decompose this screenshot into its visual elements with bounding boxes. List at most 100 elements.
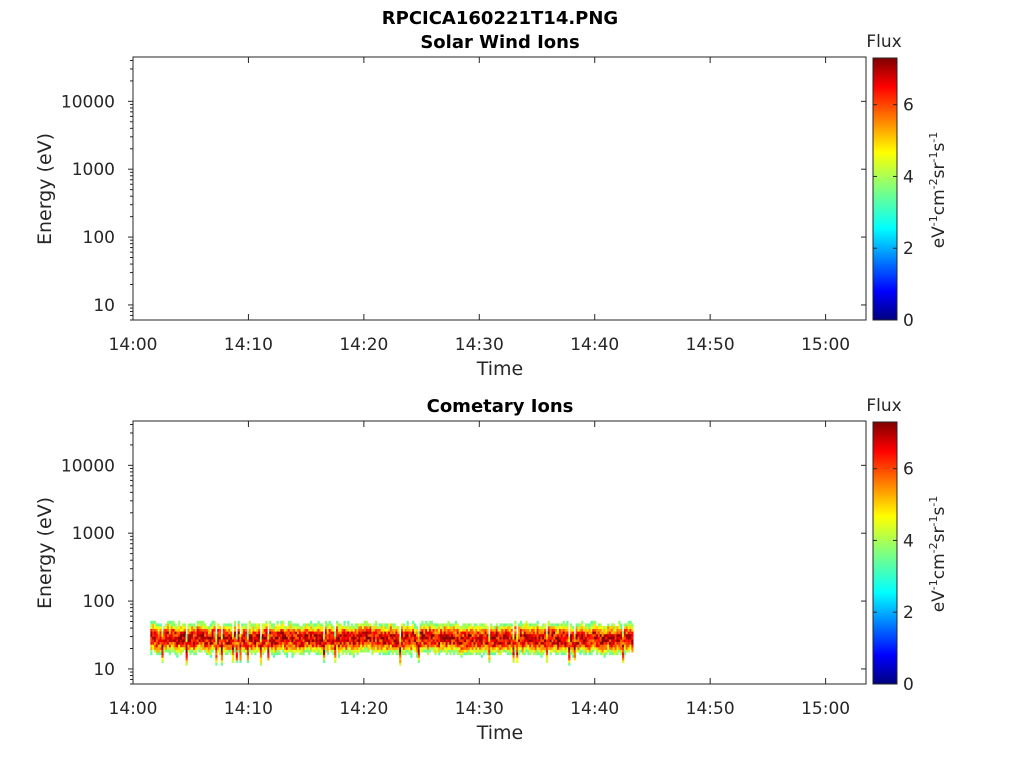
heatmap-cell bbox=[425, 623, 428, 627]
heatmap-cell bbox=[623, 641, 627, 645]
heatmap-cell bbox=[311, 631, 315, 635]
heatmap-cell bbox=[486, 626, 489, 629]
heatmap-cell bbox=[542, 639, 545, 643]
heatmap-cell bbox=[573, 646, 576, 650]
heatmap-cell bbox=[525, 649, 528, 653]
heatmap-cell bbox=[308, 626, 311, 629]
heatmap-cell bbox=[298, 652, 302, 656]
heatmap-cell bbox=[490, 631, 493, 635]
heatmap-cell bbox=[187, 636, 190, 640]
heatmap-cell bbox=[222, 636, 225, 640]
heatmap-cell bbox=[243, 631, 246, 635]
heatmap-cell bbox=[523, 646, 526, 650]
heatmap-cell bbox=[311, 623, 315, 627]
heatmap-cell bbox=[360, 649, 363, 653]
heatmap-cell bbox=[254, 623, 257, 627]
heatmap-cell bbox=[181, 628, 185, 632]
heatmap-cell bbox=[269, 626, 272, 629]
heatmap-cell bbox=[514, 641, 517, 645]
heatmap-cell bbox=[512, 660, 515, 664]
heatmap-cell bbox=[323, 636, 326, 640]
heatmap-cell bbox=[204, 626, 207, 629]
heatmap-cell bbox=[297, 639, 300, 643]
heatmap-cell bbox=[352, 626, 355, 629]
heatmap-cell bbox=[536, 626, 539, 629]
heatmap-cell bbox=[269, 636, 272, 640]
heatmap-cell bbox=[358, 639, 361, 643]
heatmap-cell bbox=[321, 639, 324, 643]
heatmap-cell bbox=[599, 623, 602, 627]
heatmap-cell bbox=[406, 639, 409, 643]
heatmap-cell bbox=[436, 623, 439, 627]
heatmap-cell bbox=[152, 636, 155, 640]
heatmap-cell bbox=[200, 626, 203, 629]
heatmap-cell bbox=[189, 649, 192, 653]
heatmap-cell bbox=[616, 646, 619, 650]
heatmap-cell bbox=[516, 639, 519, 643]
heatmap-cell bbox=[503, 626, 506, 629]
heatmap-cell bbox=[493, 639, 497, 643]
heatmap-cell bbox=[555, 636, 558, 640]
heatmap-cell bbox=[224, 646, 227, 650]
colorbar-tick-label: 6 bbox=[903, 460, 914, 480]
heatmap-cell bbox=[538, 649, 541, 653]
heatmap-cell bbox=[436, 636, 439, 640]
heatmap-cell bbox=[469, 623, 472, 627]
heatmap-cell bbox=[319, 639, 322, 643]
heatmap-cell bbox=[317, 641, 320, 645]
heatmap-cell bbox=[220, 633, 224, 637]
heatmap-cell bbox=[414, 623, 417, 627]
heatmap-cell bbox=[191, 641, 194, 645]
heatmap-cell bbox=[557, 646, 560, 650]
heatmap-cell bbox=[436, 633, 439, 637]
heatmap-cell bbox=[343, 636, 346, 640]
heatmap-cell bbox=[542, 623, 545, 627]
heatmap-cell bbox=[384, 636, 387, 640]
heatmap-cell bbox=[475, 631, 478, 635]
heatmap-cell bbox=[168, 636, 172, 640]
heatmap-cell bbox=[215, 657, 218, 661]
heatmap-cell bbox=[163, 646, 166, 650]
heatmap-cell bbox=[466, 646, 469, 650]
heatmap-cell bbox=[458, 626, 461, 629]
heatmap-cell bbox=[440, 623, 443, 627]
heatmap-cell bbox=[178, 620, 181, 624]
heatmap-cell bbox=[462, 628, 465, 632]
heatmap-cell bbox=[427, 633, 430, 637]
heatmap-cell bbox=[207, 639, 211, 643]
heatmap-cell bbox=[315, 652, 318, 656]
heatmap-cell bbox=[401, 641, 404, 645]
heatmap-cell bbox=[168, 620, 172, 624]
heatmap-cell bbox=[172, 633, 175, 637]
heatmap-cell bbox=[194, 652, 198, 656]
heatmap-cell bbox=[352, 639, 355, 643]
heatmap-cell bbox=[289, 639, 292, 643]
heatmap-cell bbox=[376, 631, 380, 635]
heatmap-cell bbox=[256, 649, 259, 653]
heatmap-cell bbox=[170, 626, 173, 629]
heatmap-cell bbox=[230, 644, 233, 648]
heatmap-cell bbox=[267, 654, 270, 658]
heatmap-cell bbox=[354, 636, 357, 640]
heatmap-cell bbox=[466, 628, 469, 632]
heatmap-cell bbox=[317, 626, 320, 629]
heatmap-cell bbox=[564, 641, 567, 645]
heatmap-cell bbox=[298, 644, 302, 648]
heatmap-cell bbox=[479, 639, 482, 643]
heatmap-cell bbox=[605, 626, 608, 629]
heatmap-cell bbox=[222, 626, 225, 629]
heatmap-cell bbox=[282, 626, 285, 629]
heatmap-cell bbox=[252, 631, 255, 635]
heatmap-cell bbox=[376, 639, 380, 643]
heatmap-cell bbox=[321, 623, 324, 627]
heatmap-cell bbox=[482, 641, 485, 645]
heatmap-cell bbox=[388, 623, 391, 627]
heatmap-cell bbox=[519, 644, 523, 648]
heatmap-cell bbox=[584, 641, 588, 645]
heatmap-cell bbox=[337, 631, 341, 635]
heatmap-cell bbox=[536, 636, 539, 640]
heatmap-cell bbox=[347, 644, 350, 648]
heatmap-cell bbox=[458, 631, 461, 635]
heatmap-cell bbox=[480, 631, 484, 635]
heatmap-cell bbox=[599, 626, 602, 629]
